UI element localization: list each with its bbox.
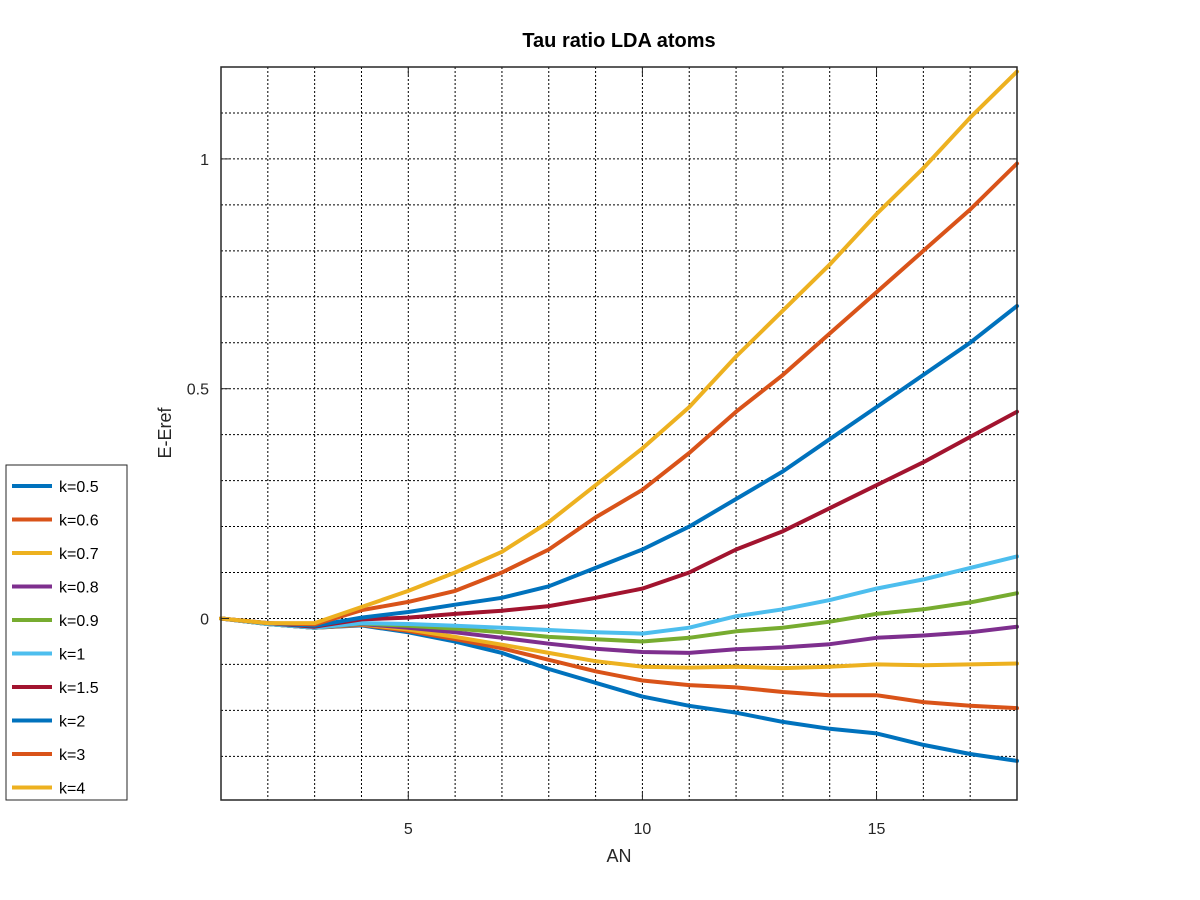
x-tick-label: 10 (634, 821, 652, 838)
y-tick-label: 1 (200, 152, 209, 169)
legend-label: k=1.5 (59, 680, 99, 697)
legend-label: k=0.5 (59, 479, 99, 496)
legend-label: k=0.6 (59, 513, 99, 530)
legend-label: k=0.8 (59, 580, 99, 597)
legend-label: k=0.7 (59, 546, 99, 563)
legend-label: k=1 (59, 647, 85, 664)
series-line-8 (219, 161, 1019, 627)
axis-ticks: 5 10 15 0 0.5 1 (187, 67, 1017, 838)
series-line-7 (219, 304, 1019, 628)
x-axis-label: AN (606, 846, 631, 866)
plot-frame (220, 66, 1018, 801)
y-tick-label: 0.5 (187, 382, 209, 399)
x-tick-label: 15 (868, 821, 886, 838)
grid (221, 67, 1017, 800)
legend-label: k=2 (59, 714, 85, 731)
legend-label: k=3 (59, 747, 85, 764)
y-axis-label: E-Eref (155, 406, 175, 458)
legend-label: k=4 (59, 781, 85, 798)
legend-label: k=0.9 (59, 613, 99, 630)
series-line-9 (219, 69, 1019, 626)
y-tick-label: 0 (200, 611, 209, 628)
series-lines (219, 69, 1019, 763)
x-tick-label: 5 (404, 821, 413, 838)
legend: k=0.5 k=0.6 k=0.7 k=0.8 k=0.9 k=1 k=1.5 k=2 k=3 k… (5, 464, 128, 801)
chart-title: Tau ratio LDA atoms (522, 30, 715, 52)
series-line-5 (219, 554, 1019, 636)
